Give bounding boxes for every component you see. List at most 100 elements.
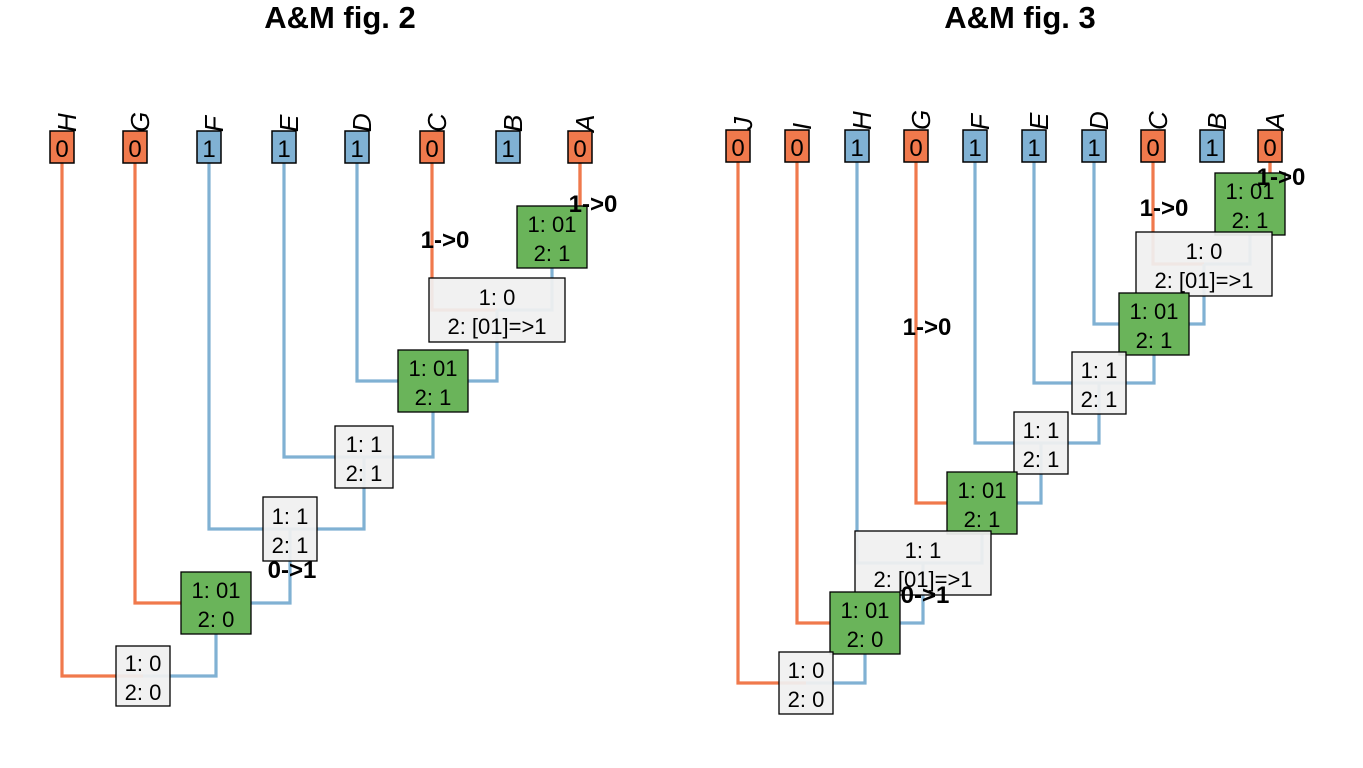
tip-d: 1D bbox=[344, 113, 377, 164]
tip-state-value: 0 bbox=[128, 136, 141, 163]
node-state-line2: 2: [01]=>1 bbox=[873, 567, 972, 592]
tip-state-box bbox=[1257, 129, 1283, 163]
tip-label: F bbox=[199, 114, 229, 132]
transition-label: 0->1 bbox=[268, 557, 317, 584]
node-state-4: 1: 1 2: 1 bbox=[334, 425, 394, 489]
tip-state-value: 1 bbox=[350, 136, 363, 163]
tip-e: 1E bbox=[1021, 112, 1054, 163]
node-state-line1: 1: 01 bbox=[409, 356, 458, 381]
tip-state-box bbox=[1081, 129, 1107, 163]
branch-edge bbox=[973, 162, 1041, 445]
node-state-line1: 1: 0 bbox=[788, 658, 825, 683]
node-state-box bbox=[397, 349, 469, 413]
node-state-box bbox=[1118, 292, 1190, 356]
branch-edge bbox=[355, 163, 433, 383]
node-state-box bbox=[115, 645, 171, 707]
node-state-line1: 1: 01 bbox=[958, 478, 1007, 503]
node-state-line2: 2: 1 bbox=[1136, 328, 1173, 353]
node-state-line2: 2: 1 bbox=[272, 533, 309, 558]
tip-state-box bbox=[495, 130, 521, 164]
node-state-line2: 2: 1 bbox=[346, 461, 383, 486]
node-state-box bbox=[516, 205, 588, 269]
tip-label: B bbox=[1202, 113, 1232, 130]
transition-label: 1->0 bbox=[1257, 164, 1306, 191]
tip-state-value: 0 bbox=[1146, 135, 1159, 162]
tip-state-box bbox=[419, 130, 445, 164]
node-state-line1: 1: 1 bbox=[272, 504, 309, 529]
tip-state-value: 1 bbox=[968, 135, 981, 162]
node-state-line1: 1: 0 bbox=[479, 285, 516, 310]
node-state-5: 1: 1 2: 1 bbox=[1013, 411, 1069, 475]
node-state-line1: 1: 01 bbox=[192, 578, 241, 603]
tip-b: 1B bbox=[495, 115, 528, 164]
tip-d: 1D bbox=[1081, 111, 1114, 163]
node-state-line2: 2: 1 bbox=[534, 241, 571, 266]
transition-labels: 1->0 1->0 1->0 0->1 bbox=[901, 164, 1306, 609]
node-state-7: 1: 0 2: 0 bbox=[115, 645, 171, 707]
tip-c: 0C bbox=[1140, 111, 1173, 163]
tip-label: D bbox=[1084, 111, 1114, 130]
tip-state-box bbox=[344, 130, 370, 164]
tip-label: H bbox=[52, 113, 82, 132]
node-state-line2: 2: 1 bbox=[1081, 387, 1118, 412]
tip-state-value: 1 bbox=[1027, 135, 1040, 162]
tip-f: 1F bbox=[196, 114, 229, 164]
tip-label: E bbox=[1024, 112, 1054, 130]
tip-state-value: 1 bbox=[202, 136, 215, 163]
tip-label: G bbox=[125, 112, 155, 132]
node-state-line1: 1: 1 bbox=[1081, 358, 1118, 383]
tip-a: 0A bbox=[1257, 113, 1290, 163]
tip-g: 0G bbox=[903, 110, 936, 163]
tip-state-value: 0 bbox=[425, 136, 438, 163]
node-state-3: 1: 01 2: 1 bbox=[397, 349, 469, 413]
tip-state-box bbox=[962, 129, 988, 163]
node-state-box bbox=[854, 530, 992, 596]
tip-i: 0I bbox=[784, 123, 817, 163]
tip-label: E bbox=[274, 114, 304, 132]
node-state-5: 1: 1 2: 1 bbox=[262, 496, 318, 562]
tip-g: 0G bbox=[122, 112, 155, 164]
node-states: 1: 01 2: 1 1: 0 2: [01]=>1 1: 01 2: 1 1: 1 2: 1… bbox=[778, 172, 1286, 715]
node-state-1: 1: 01 2: 1 bbox=[1214, 172, 1286, 236]
tip-state-box bbox=[1199, 129, 1225, 163]
branch-edge bbox=[60, 163, 143, 678]
tip-label: C bbox=[1143, 111, 1173, 130]
branch-edge bbox=[133, 163, 216, 605]
branch-edge bbox=[1032, 162, 1099, 385]
tip-label: G bbox=[906, 110, 936, 130]
tip-state-value: 0 bbox=[790, 135, 803, 162]
tip-state-value: 0 bbox=[55, 136, 68, 163]
tip-label: H bbox=[847, 111, 877, 130]
node-state-box bbox=[262, 496, 318, 562]
branch-edge bbox=[855, 162, 923, 565]
node-state-line1: 1: 0 bbox=[1186, 239, 1223, 264]
node-state-line2: 2: 1 bbox=[1023, 447, 1060, 472]
node-state-line1: 1: 01 bbox=[1130, 299, 1179, 324]
branch-edge bbox=[207, 163, 290, 531]
node-state-line1: 1: 1 bbox=[905, 538, 942, 563]
tip-c: 0C bbox=[419, 113, 452, 164]
node-state-line1: 1: 1 bbox=[1023, 418, 1060, 443]
tip-state-box bbox=[1140, 129, 1166, 163]
transition-label: 1->0 bbox=[569, 191, 618, 218]
tip-state-box bbox=[567, 130, 593, 164]
node-state-3: 1: 01 2: 1 bbox=[1118, 292, 1190, 356]
tip-label: C bbox=[422, 113, 452, 132]
tip-state-box bbox=[271, 130, 297, 164]
node-state-6: 1: 01 2: 1 bbox=[946, 471, 1018, 535]
node-state-9: 1: 0 2: 0 bbox=[778, 651, 834, 715]
node-state-line2: 2: 1 bbox=[964, 507, 1001, 532]
node-state-6: 1: 01 2: 0 bbox=[180, 571, 252, 635]
node-state-line2: 2: [01]=>1 bbox=[447, 314, 546, 339]
node-state-2: 1: 0 2: [01]=>1 bbox=[1135, 231, 1273, 297]
tip-state-value: 1 bbox=[501, 136, 514, 163]
node-state-2: 1: 0 2: [01]=>1 bbox=[428, 277, 566, 343]
node-state-box bbox=[1013, 411, 1069, 475]
node-state-line2: 2: [01]=>1 bbox=[1154, 268, 1253, 293]
tip-state-box bbox=[903, 129, 929, 163]
tip-a: 0A bbox=[567, 115, 600, 164]
tip-f: 1F bbox=[962, 112, 995, 163]
